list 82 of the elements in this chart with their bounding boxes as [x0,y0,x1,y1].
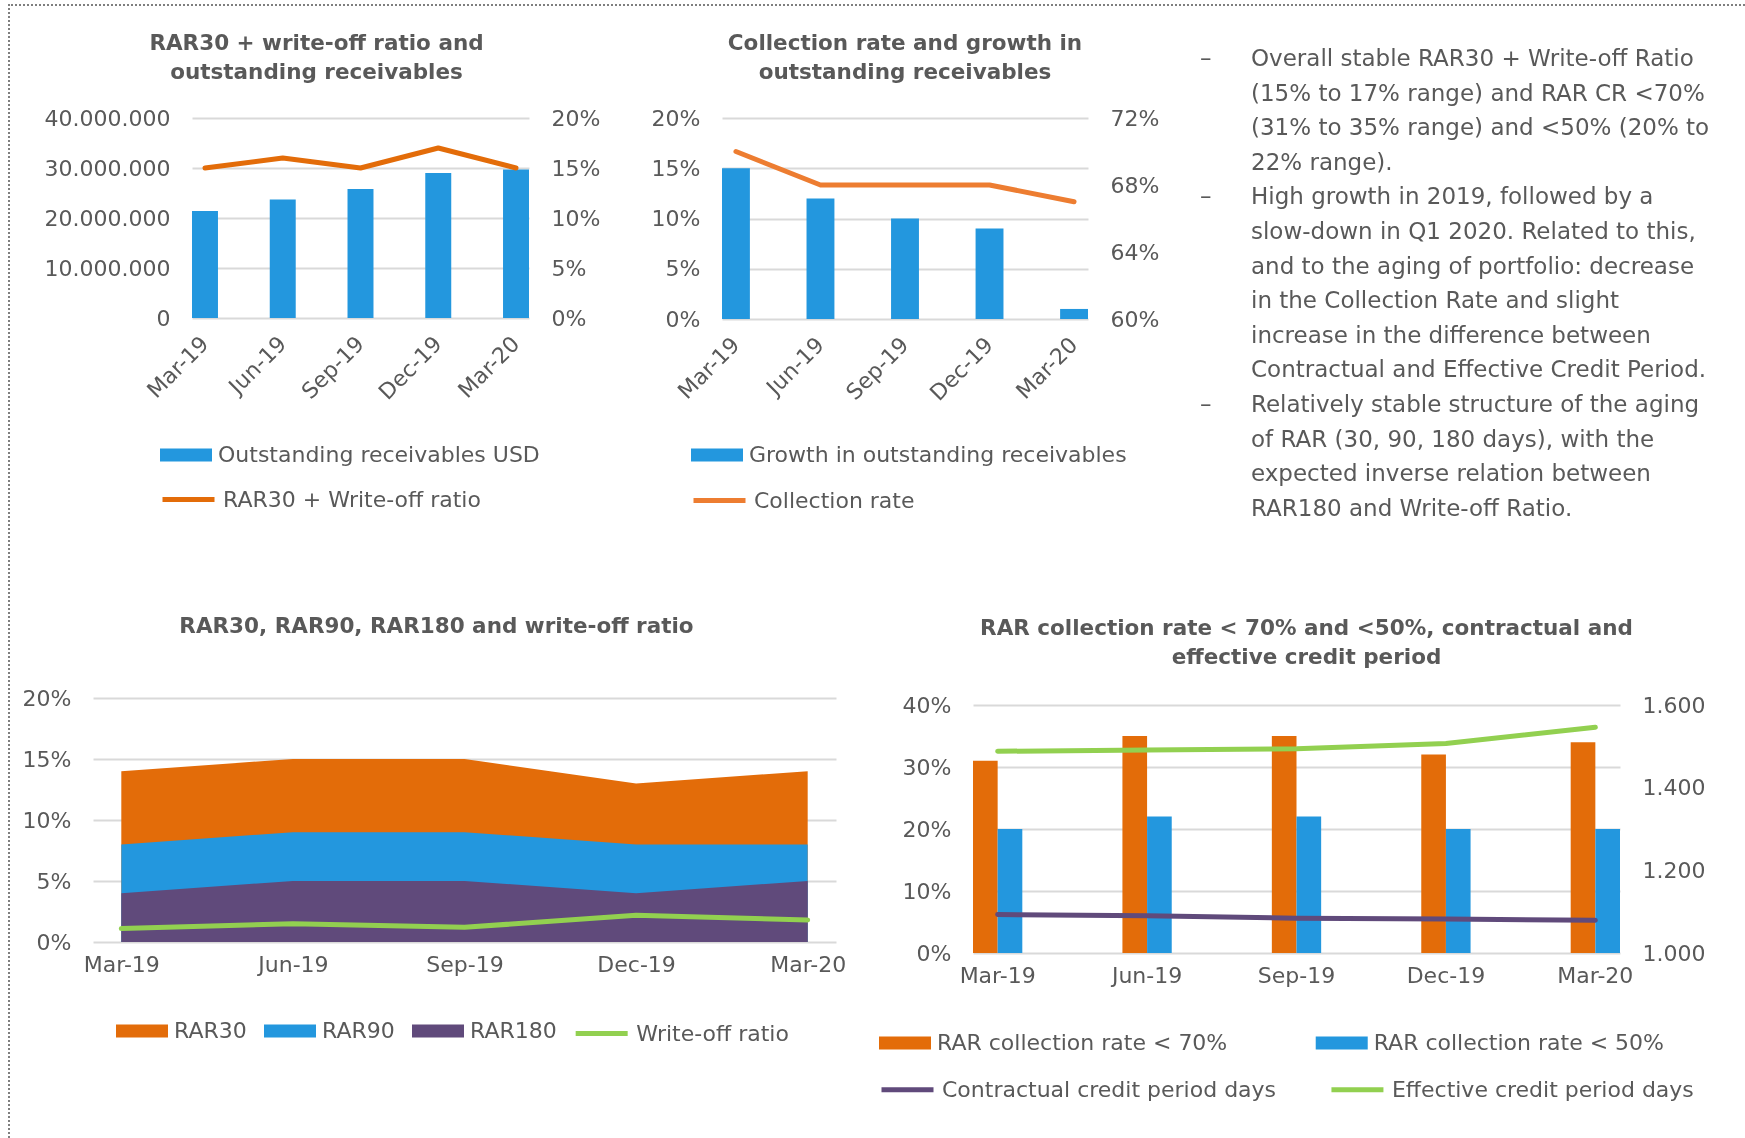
y-tick-label: 0 [156,305,171,331]
y-tick-label: 0% [665,306,701,332]
bar [1421,754,1446,953]
x-tick-label: Mar-20 [770,951,847,977]
y-tick-label: 10% [651,206,701,231]
x-tick-label: Dec-19 [597,951,676,977]
y-tick-label: 30.000.000 [44,155,171,181]
x-tick-label: Mar-19 [959,962,1036,988]
legend-label: Collection rate [754,487,915,513]
legend-label: Growth in outstanding receivables [749,442,1127,467]
chart-title: Collection rate and growth in outstanding receivables [727,29,1083,84]
y-tick-label: 20% [22,685,72,711]
bar [425,173,452,318]
bar [1595,829,1620,953]
y2-tick-label: 20% [551,105,601,131]
y2-tick-label: 15% [551,155,601,181]
y2-tick-label: 72% [1110,105,1160,131]
bar [1445,829,1471,953]
chart-title: RAR30 + write-off ratio and outstanding receivables [149,29,484,84]
y2-tick-label: 1.600 [1642,692,1706,718]
y-tick-label: 5% [665,256,701,282]
y-tick-label: 20% [902,816,952,842]
y-tick-label: 0% [916,940,952,966]
text: – Relatively stable structure of the aging of RAR (30, 90, 180 days), with the expected inverse relation between RAR180 and Write-off Ratio. [1200,390,1700,521]
x-tick-label: Dec-19 [1406,962,1486,988]
bar [1570,742,1596,953]
y2-tick-label: 0% [551,305,587,331]
x-tick-label: Mar-19 [83,951,160,977]
y-tick-label: 5% [36,868,72,894]
bar [1147,816,1172,953]
y-tick-label: 0% [36,929,72,955]
bar [806,198,835,319]
legend-label: RAR collection rate < 70% [937,1030,1228,1055]
bar [975,228,1004,319]
x-tick-label: Sep-19 [426,951,504,977]
y2-tick-label: 64% [1110,239,1160,265]
y-tick-label: 30% [902,754,952,780]
y2-tick-label: 1.400 [1642,775,1706,801]
y2-tick-label: 60% [1110,306,1160,332]
y2-tick-label: 68% [1110,172,1160,198]
legend-label: Effective credit period days [1391,1076,1694,1102]
y-tick-label: 15% [651,155,701,181]
legend-label: RAR30 [174,1018,247,1043]
y-tick-label: 20.000.000 [44,205,171,231]
bar [269,199,296,318]
y2-tick-label: 1.000 [1642,940,1706,966]
text: – Overall stable RAR30 + Write-off Ratio (15% to 17% range) and RAR CR <70% (31% to 35% range) and <50% (20% to 22% range). [1200,45,1710,175]
bar [1296,816,1322,953]
bar [347,189,374,318]
y2-tick-label: 10% [551,205,601,231]
text: – High growth in 2019, followed by a slow-down in Q1 2020. Related to this, and to the aging of portfolio: decrease in the Collection Rate and slight increase in the difference between Contractual and Effective Credit Period. [1200,183,1707,383]
legend-label: RAR90 [322,1018,395,1043]
legend-label: Write-off ratio [636,1020,789,1046]
legend-label: Contractual credit period days [942,1076,1277,1102]
bar [1060,308,1088,319]
legend-label: RAR30 + Write-off ratio [223,486,481,512]
y-tick-label: 40% [902,692,952,718]
legend-label: RAR180 [470,1018,557,1043]
y-tick-label: 10% [902,878,952,904]
bar [973,760,998,953]
bar [722,168,750,319]
bar [192,211,218,318]
bar [891,218,919,319]
y-tick-label: 15% [22,746,72,772]
chart-title: RAR collection rate < 70% and <50%, contractual and effective credit period [980,614,1633,669]
x-tick-label: Jun-19 [1109,962,1183,988]
y2-tick-label: 1.200 [1642,857,1706,883]
y-tick-label: 10.000.000 [44,255,171,281]
y2-tick-label: 5% [551,255,587,281]
bar [503,169,529,318]
legend-label: Outstanding receivables USD [218,442,540,467]
y-tick-label: 20% [651,105,701,131]
x-tick-label: Sep-19 [1257,962,1336,988]
y-tick-label: 40.000.000 [44,105,171,131]
bar [997,829,1023,953]
chart-title: RAR30, RAR90, RAR180 and write-off ratio [179,612,694,638]
x-tick-label: Jun-19 [256,951,329,977]
x-tick-label: Mar-20 [1557,962,1634,988]
bar [1271,736,1297,953]
y-tick-label: 10% [22,807,72,833]
bar [1122,736,1148,953]
legend-label: RAR collection rate < 50% [1373,1030,1665,1055]
